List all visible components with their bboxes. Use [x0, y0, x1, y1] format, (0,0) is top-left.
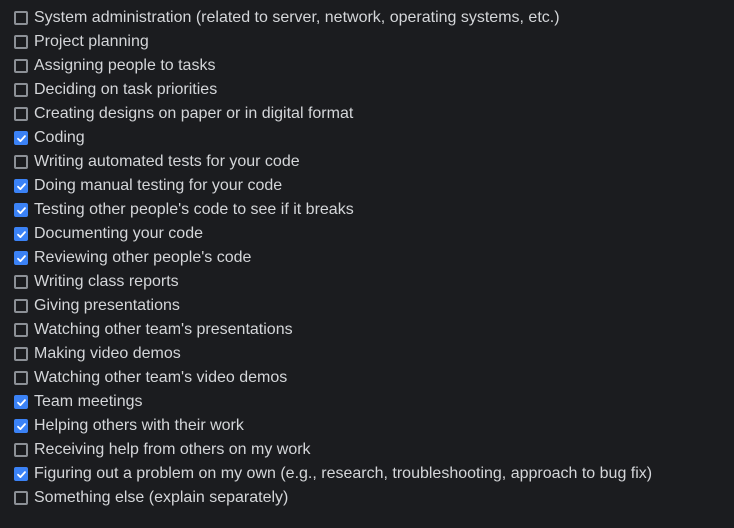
checkbox-unchecked[interactable]: [14, 347, 28, 361]
checkmark-icon: [16, 422, 26, 430]
checkbox-unchecked[interactable]: [14, 11, 28, 25]
checkbox-checked[interactable]: [14, 419, 28, 433]
checkbox-label: Assigning people to tasks: [34, 57, 216, 74]
checkbox-checked[interactable]: [14, 227, 28, 241]
checkbox-label: Receiving help from others on my work: [34, 441, 311, 458]
checkmark-icon: [16, 398, 26, 406]
checkbox-option[interactable]: Coding: [14, 126, 726, 150]
checkbox-label: Helping others with their work: [34, 417, 244, 434]
checkbox-option[interactable]: Watching other team's presentations: [14, 318, 726, 342]
checkbox-label: Writing class reports: [34, 273, 179, 290]
checkbox-label: Team meetings: [34, 393, 143, 410]
checkbox-unchecked[interactable]: [14, 491, 28, 505]
checkbox-option[interactable]: Watching other team's video demos: [14, 366, 726, 390]
checkbox-option[interactable]: Creating designs on paper or in digital …: [14, 102, 726, 126]
checkbox-option[interactable]: Receiving help from others on my work: [14, 438, 726, 462]
checkbox-unchecked[interactable]: [14, 59, 28, 73]
checkmark-icon: [16, 182, 26, 190]
checkbox-checked[interactable]: [14, 467, 28, 481]
checkbox-checked[interactable]: [14, 203, 28, 217]
checkbox-label: Creating designs on paper or in digital …: [34, 105, 354, 122]
checkbox-option[interactable]: Writing class reports: [14, 270, 726, 294]
checkbox-checked[interactable]: [14, 395, 28, 409]
checkbox-unchecked[interactable]: [14, 83, 28, 97]
checkmark-icon: [16, 134, 26, 142]
checkbox-label: Documenting your code: [34, 225, 203, 242]
checkmark-icon: [16, 470, 26, 478]
checkbox-option[interactable]: Making video demos: [14, 342, 726, 366]
checkbox-option[interactable]: Documenting your code: [14, 222, 726, 246]
checkbox-checked[interactable]: [14, 131, 28, 145]
checkbox-option[interactable]: Deciding on task priorities: [14, 78, 726, 102]
checkbox-label: Deciding on task priorities: [34, 81, 218, 98]
checkbox-option[interactable]: Something else (explain separately): [14, 486, 726, 510]
checkbox-unchecked[interactable]: [14, 35, 28, 49]
checkbox-label: Watching other team's presentations: [34, 321, 293, 338]
checkbox-unchecked[interactable]: [14, 155, 28, 169]
checkbox-option[interactable]: Helping others with their work: [14, 414, 726, 438]
checkbox-list: System administration (related to server…: [14, 6, 726, 510]
checkbox-label: Project planning: [34, 33, 149, 50]
checkbox-label: Something else (explain separately): [34, 489, 289, 506]
checkbox-label: Reviewing other people's code: [34, 249, 252, 266]
checkbox-label: Figuring out a problem on my own (e.g., …: [34, 465, 653, 482]
checkbox-unchecked[interactable]: [14, 299, 28, 313]
checkmark-icon: [16, 206, 26, 214]
checkbox-label: Giving presentations: [34, 297, 180, 314]
checkbox-option[interactable]: Project planning: [14, 30, 726, 54]
checkbox-label: Doing manual testing for your code: [34, 177, 283, 194]
checkbox-checked[interactable]: [14, 251, 28, 265]
checkmark-icon: [16, 230, 26, 238]
checkbox-label: System administration (related to server…: [34, 9, 560, 26]
checkbox-unchecked[interactable]: [14, 443, 28, 457]
checkbox-label: Writing automated tests for your code: [34, 153, 300, 170]
checkbox-option[interactable]: System administration (related to server…: [14, 6, 726, 30]
checkbox-option[interactable]: Doing manual testing for your code: [14, 174, 726, 198]
checkbox-label: Coding: [34, 129, 85, 146]
checkbox-label: Making video demos: [34, 345, 181, 362]
checkbox-option[interactable]: Assigning people to tasks: [14, 54, 726, 78]
checkbox-label: Watching other team's video demos: [34, 369, 288, 386]
checkbox-option[interactable]: Reviewing other people's code: [14, 246, 726, 270]
checkbox-option[interactable]: Figuring out a problem on my own (e.g., …: [14, 462, 726, 486]
checkbox-unchecked[interactable]: [14, 275, 28, 289]
checkbox-option[interactable]: Giving presentations: [14, 294, 726, 318]
checkmark-icon: [16, 254, 26, 262]
checkbox-unchecked[interactable]: [14, 323, 28, 337]
checkbox-option[interactable]: Writing automated tests for your code: [14, 150, 726, 174]
checkbox-unchecked[interactable]: [14, 371, 28, 385]
checkbox-unchecked[interactable]: [14, 107, 28, 121]
checkbox-option[interactable]: Testing other people's code to see if it…: [14, 198, 726, 222]
checkbox-option[interactable]: Team meetings: [14, 390, 726, 414]
checkbox-label: Testing other people's code to see if it…: [34, 201, 354, 218]
checkbox-checked[interactable]: [14, 179, 28, 193]
